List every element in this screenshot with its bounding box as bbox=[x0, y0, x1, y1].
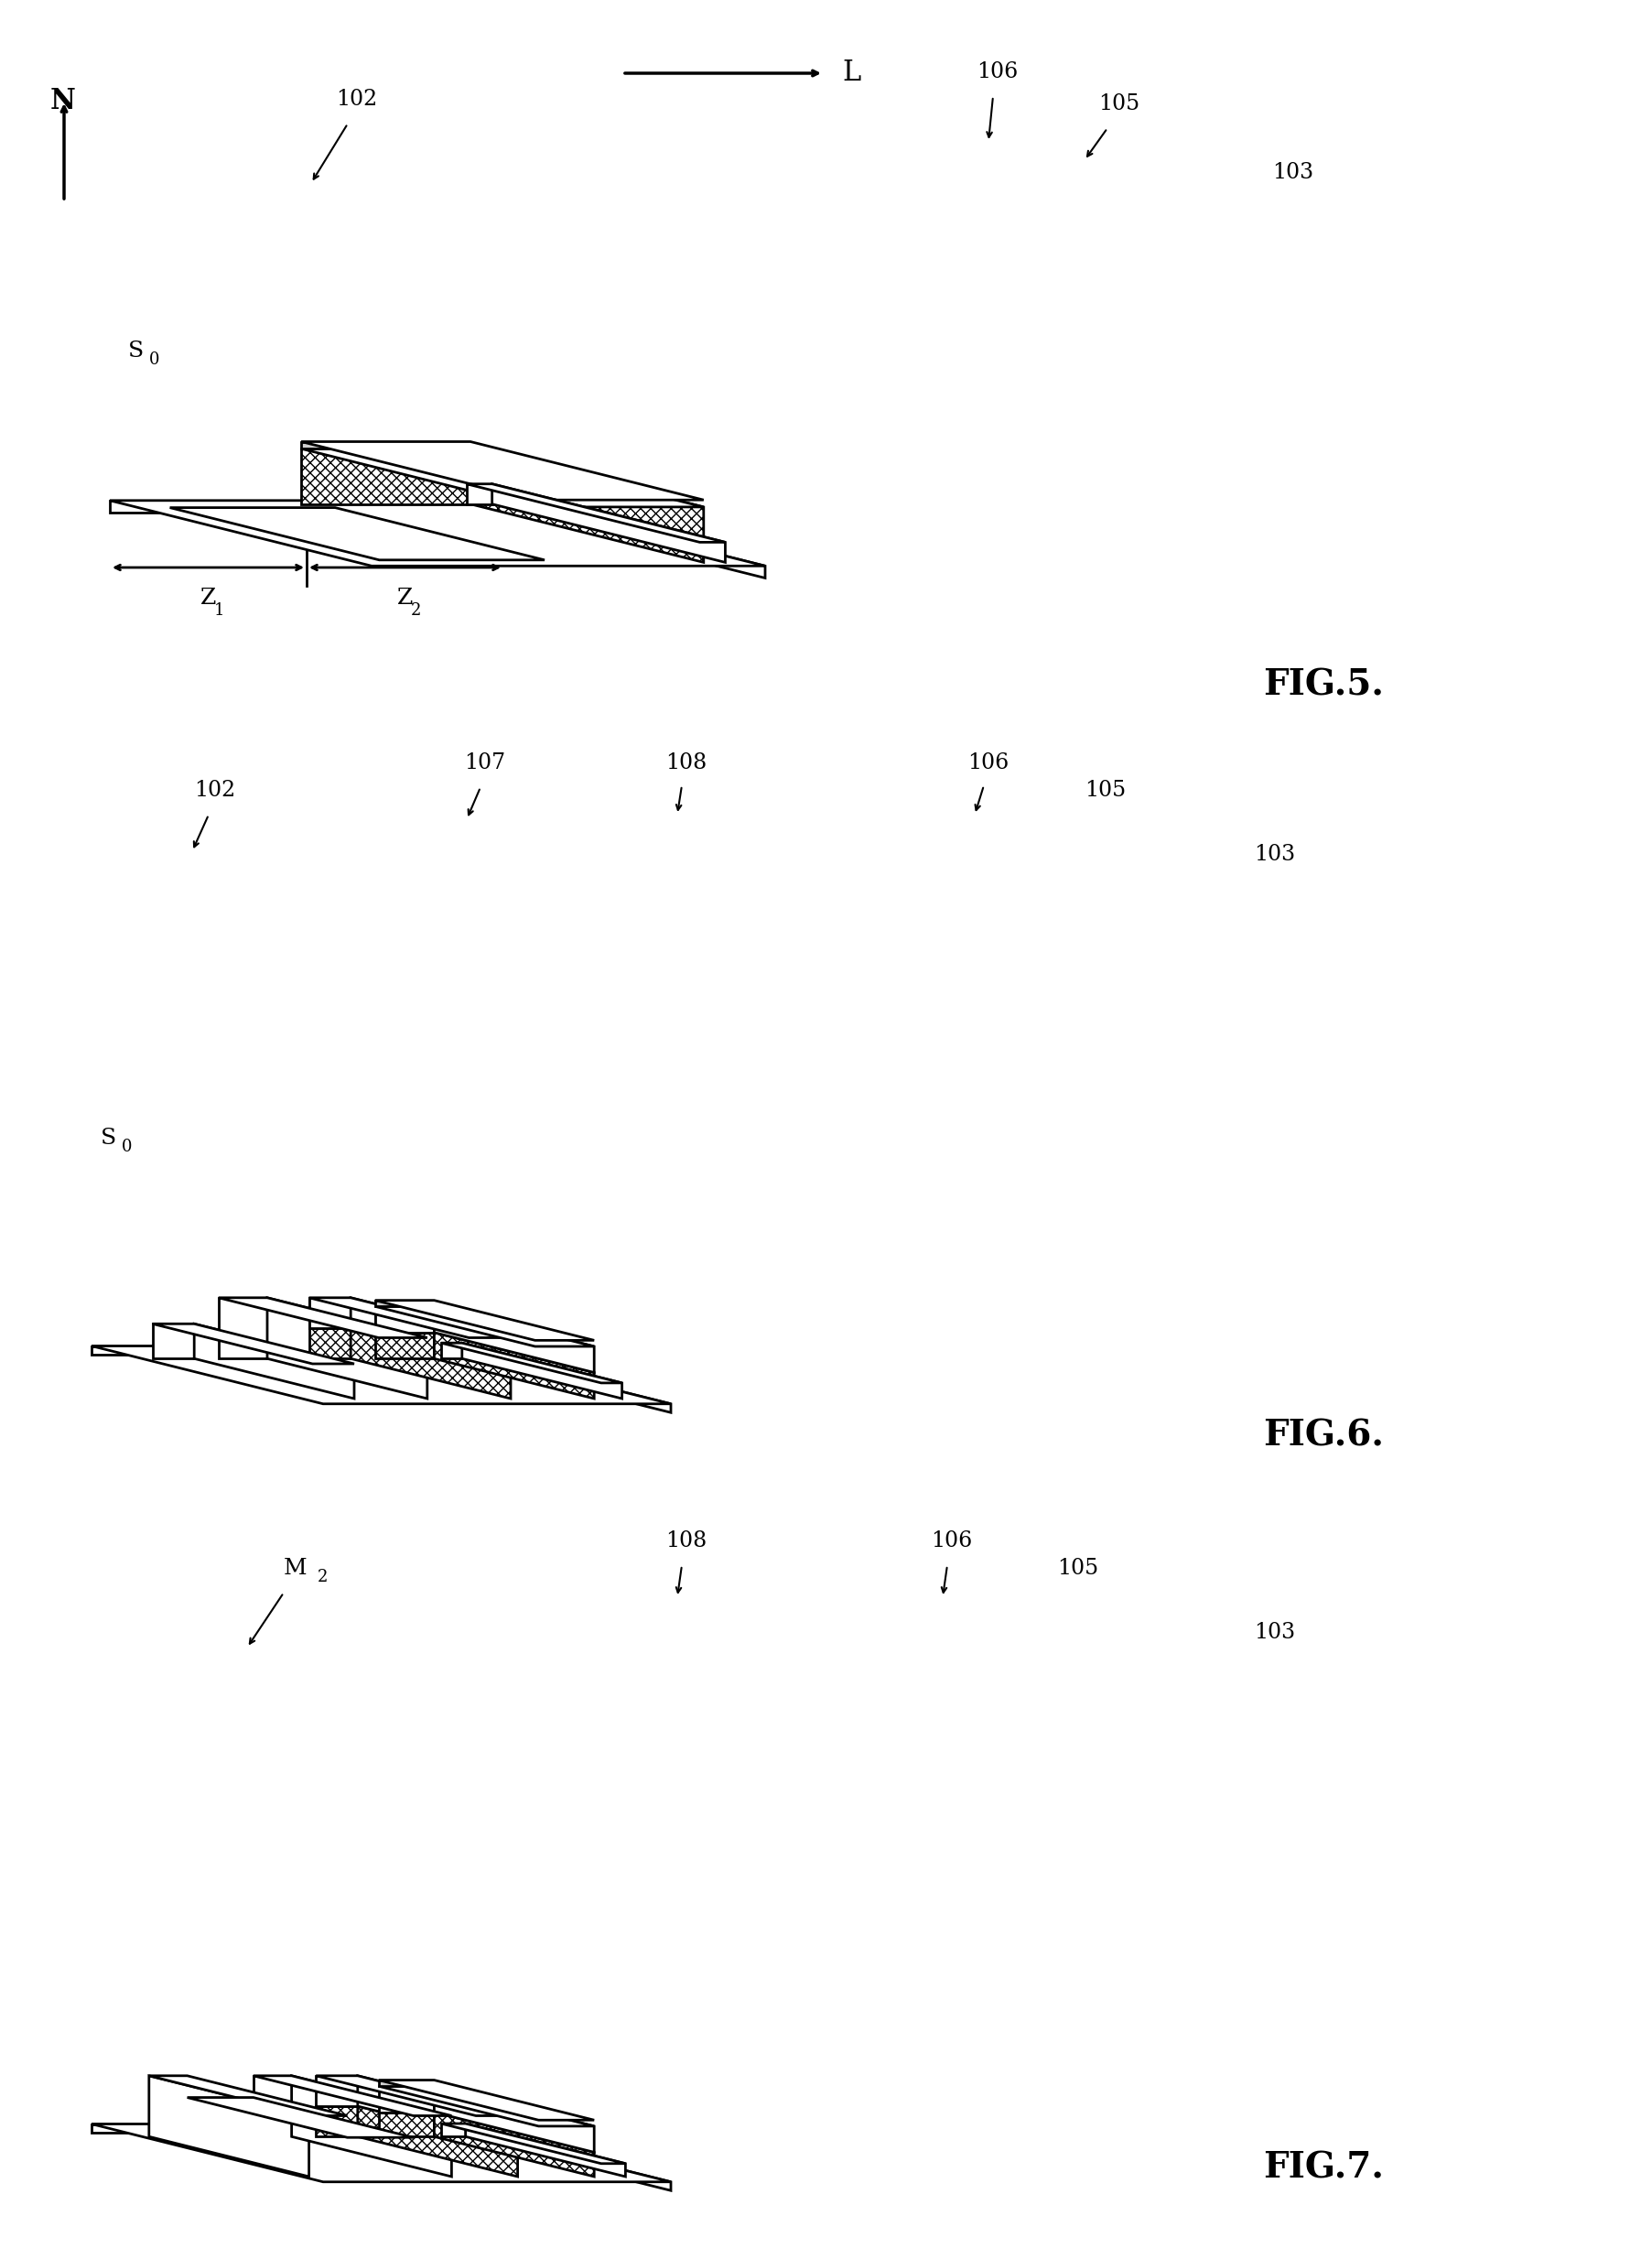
Polygon shape bbox=[441, 1342, 463, 1358]
Polygon shape bbox=[441, 2124, 466, 2136]
Polygon shape bbox=[316, 2075, 517, 2115]
Polygon shape bbox=[375, 1299, 434, 1306]
Polygon shape bbox=[439, 1347, 671, 1412]
Polygon shape bbox=[466, 483, 725, 542]
Polygon shape bbox=[316, 2075, 357, 2106]
Text: 106: 106 bbox=[976, 61, 1018, 83]
Polygon shape bbox=[441, 1342, 621, 1383]
Polygon shape bbox=[378, 2086, 434, 2113]
Polygon shape bbox=[350, 1329, 510, 1398]
Text: L: L bbox=[841, 58, 861, 88]
Polygon shape bbox=[309, 1329, 350, 1358]
Polygon shape bbox=[434, 2086, 593, 2151]
Text: 106: 106 bbox=[930, 1531, 971, 1551]
Text: FIG.7.: FIG.7. bbox=[1262, 2151, 1383, 2185]
Polygon shape bbox=[152, 1324, 354, 1365]
Polygon shape bbox=[492, 483, 725, 562]
Text: 1: 1 bbox=[213, 602, 225, 618]
Polygon shape bbox=[152, 1324, 193, 1358]
Text: Z: Z bbox=[200, 587, 216, 609]
Polygon shape bbox=[149, 2075, 347, 2115]
Polygon shape bbox=[309, 1297, 350, 1329]
Polygon shape bbox=[193, 1324, 354, 1398]
Text: 108: 108 bbox=[666, 1531, 707, 1551]
Polygon shape bbox=[357, 2106, 517, 2176]
Polygon shape bbox=[268, 1297, 426, 1398]
Text: S: S bbox=[101, 1128, 116, 1149]
Polygon shape bbox=[253, 2075, 451, 2115]
Polygon shape bbox=[375, 1306, 593, 1347]
Polygon shape bbox=[375, 1299, 593, 1340]
Text: FIG.6.: FIG.6. bbox=[1262, 1418, 1383, 1454]
Text: 103: 103 bbox=[1254, 1621, 1295, 1643]
Polygon shape bbox=[91, 2124, 439, 2133]
Polygon shape bbox=[434, 2113, 593, 2176]
Polygon shape bbox=[187, 2097, 413, 2138]
Text: 2: 2 bbox=[317, 1569, 327, 1585]
Text: 105: 105 bbox=[1084, 780, 1125, 800]
Polygon shape bbox=[218, 1297, 268, 1358]
Polygon shape bbox=[316, 2106, 357, 2136]
Polygon shape bbox=[466, 2124, 624, 2176]
Polygon shape bbox=[91, 1347, 671, 1403]
Polygon shape bbox=[301, 450, 471, 504]
Text: 0: 0 bbox=[149, 351, 160, 369]
Polygon shape bbox=[91, 1347, 439, 1356]
Polygon shape bbox=[378, 2079, 434, 2086]
Text: S: S bbox=[129, 339, 144, 362]
Text: 0: 0 bbox=[122, 1140, 132, 1155]
Polygon shape bbox=[291, 2075, 451, 2176]
Text: 103: 103 bbox=[1272, 162, 1313, 182]
Polygon shape bbox=[463, 1342, 621, 1398]
Text: Z: Z bbox=[396, 587, 413, 609]
Polygon shape bbox=[309, 1297, 510, 1338]
Polygon shape bbox=[378, 2113, 434, 2136]
Text: 102: 102 bbox=[335, 88, 377, 110]
Polygon shape bbox=[170, 508, 544, 560]
Polygon shape bbox=[301, 441, 704, 499]
Text: M: M bbox=[284, 1558, 307, 1578]
Text: 105: 105 bbox=[1097, 94, 1138, 115]
Polygon shape bbox=[466, 483, 492, 504]
Polygon shape bbox=[441, 2124, 624, 2163]
Text: N: N bbox=[50, 88, 76, 115]
Polygon shape bbox=[149, 2075, 309, 2176]
Polygon shape bbox=[375, 1306, 434, 1333]
Polygon shape bbox=[378, 2079, 593, 2120]
Polygon shape bbox=[434, 1306, 593, 1374]
Polygon shape bbox=[439, 2124, 671, 2190]
Polygon shape bbox=[301, 450, 704, 508]
Polygon shape bbox=[375, 1306, 434, 1333]
Polygon shape bbox=[350, 1297, 510, 1369]
Polygon shape bbox=[504, 501, 765, 578]
Polygon shape bbox=[375, 1333, 434, 1358]
Polygon shape bbox=[91, 2124, 671, 2183]
Text: 2: 2 bbox=[411, 602, 421, 618]
Polygon shape bbox=[109, 501, 765, 566]
Text: 106: 106 bbox=[966, 753, 1009, 773]
Polygon shape bbox=[357, 2075, 517, 2147]
Polygon shape bbox=[109, 501, 504, 513]
Text: 102: 102 bbox=[195, 780, 236, 800]
Polygon shape bbox=[434, 1333, 593, 1398]
Polygon shape bbox=[471, 450, 704, 562]
Text: FIG.5.: FIG.5. bbox=[1262, 668, 1383, 704]
Polygon shape bbox=[301, 441, 471, 450]
Text: 105: 105 bbox=[1057, 1558, 1099, 1578]
Text: 107: 107 bbox=[464, 753, 506, 773]
Polygon shape bbox=[218, 1297, 426, 1338]
Polygon shape bbox=[378, 2086, 593, 2127]
Text: 108: 108 bbox=[666, 753, 707, 773]
Polygon shape bbox=[309, 1297, 350, 1329]
Polygon shape bbox=[149, 2075, 291, 2136]
Text: 103: 103 bbox=[1254, 843, 1295, 865]
